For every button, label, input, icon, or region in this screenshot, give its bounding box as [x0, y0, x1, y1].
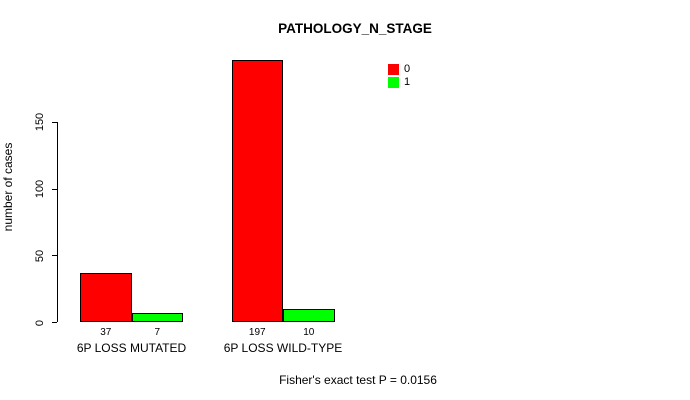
- bar-series-0: [231, 59, 283, 323]
- legend-label: 0: [404, 63, 411, 75]
- bar-series-1: [283, 309, 335, 323]
- y-axis-tick: [52, 322, 57, 323]
- y-axis-tick-label: 0: [34, 319, 46, 326]
- legend-swatch-0: [388, 64, 399, 75]
- legend-swatch-1: [388, 76, 399, 88]
- y-axis-tick: [52, 188, 57, 190]
- bar-series-0: [80, 273, 132, 323]
- bar-series-1: [131, 313, 183, 323]
- bar-value-label: 37: [100, 326, 112, 338]
- legend-label: 1: [404, 75, 411, 88]
- bar-value-label: 197: [248, 326, 266, 338]
- y-axis-tick-label: 100: [34, 179, 46, 199]
- chart-title: PATHOLOGY_N_STAGE: [278, 21, 432, 36]
- bar-value-label: 7: [154, 326, 161, 338]
- y-axis-tick-label: 150: [34, 113, 46, 132]
- y-axis-tick: [52, 255, 57, 257]
- y-axis-tick: [52, 121, 57, 123]
- bar-value-label: 10: [303, 326, 315, 338]
- x-category-label: 6P LOSS WILD-TYPE: [223, 340, 343, 355]
- y-axis-line: [57, 122, 58, 323]
- statistical-test-caption: Fisher's exact test P = 0.0156: [279, 373, 437, 387]
- y-axis-tick-label: 50: [34, 249, 46, 262]
- x-category-label: 6P LOSS MUTATED: [76, 340, 187, 355]
